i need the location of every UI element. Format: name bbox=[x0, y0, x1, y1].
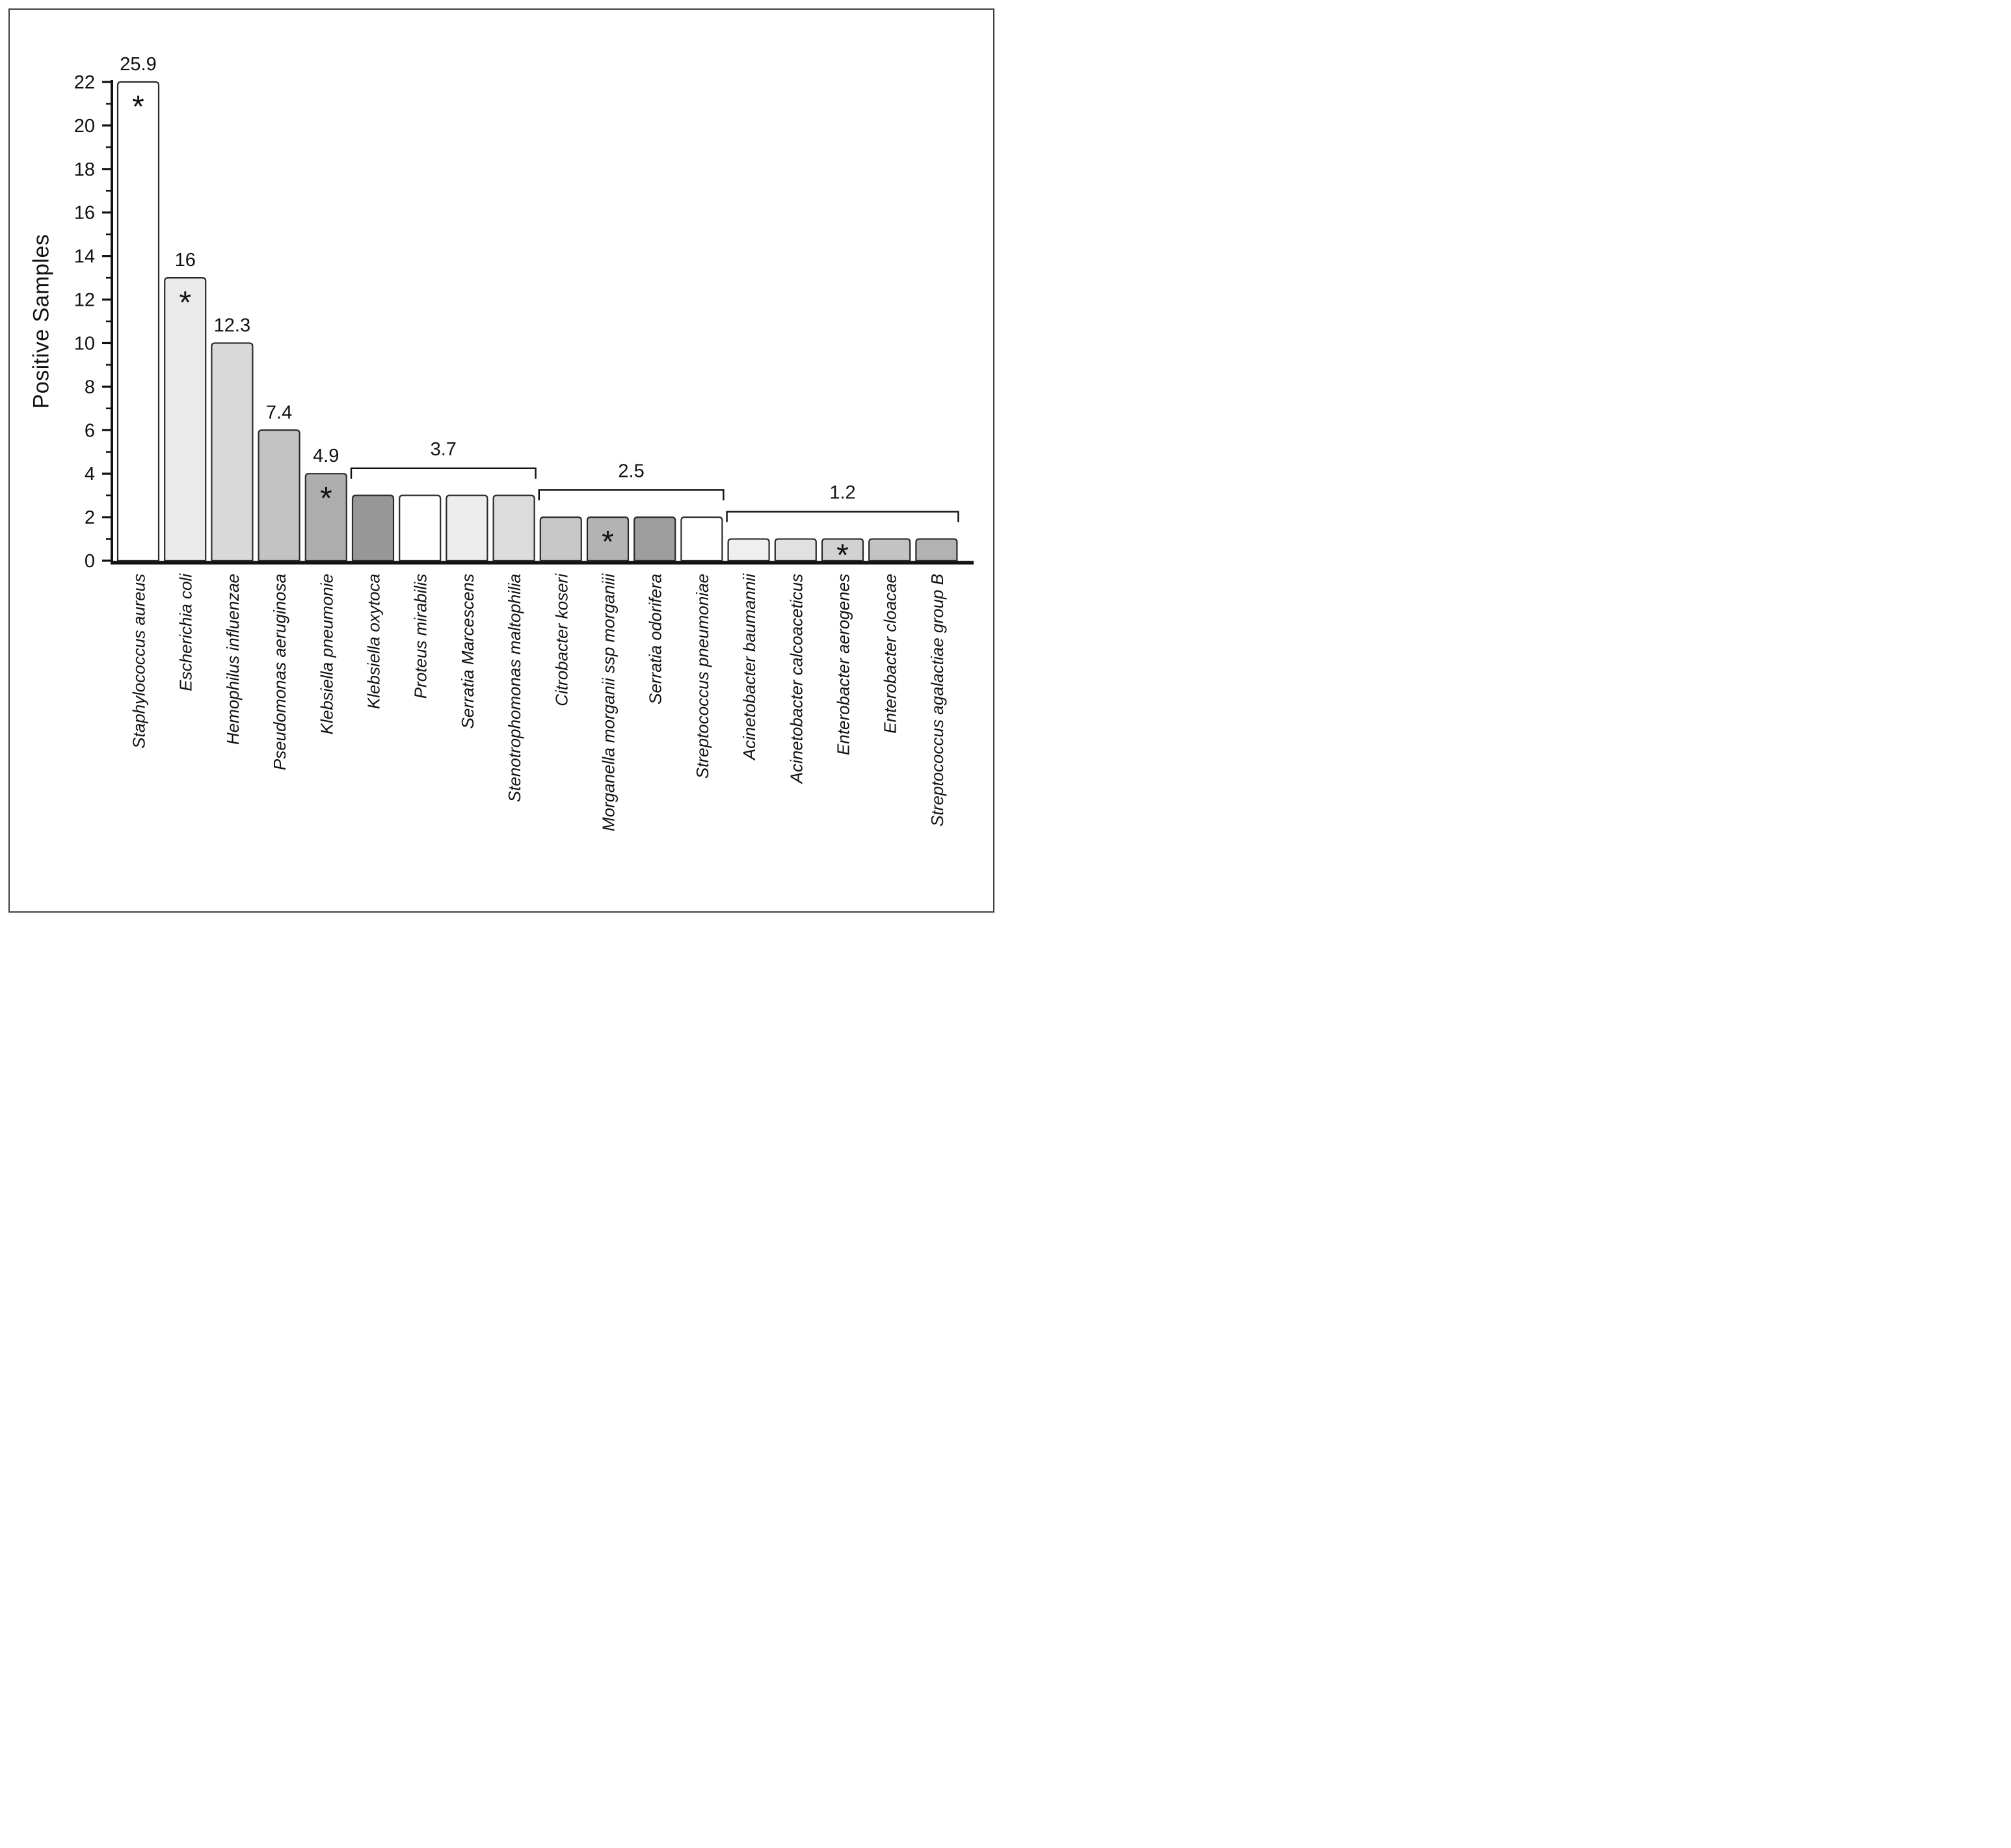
bar bbox=[116, 81, 160, 562]
figure-page: Positive Samples 0 2 4 6 8 10 12 14 16 18 20 22 Stap… bbox=[0, 0, 1006, 924]
y-tick-label: 12 bbox=[74, 290, 95, 311]
x-tick-label: Serratia Marcescens bbox=[458, 574, 477, 729]
bar bbox=[633, 516, 676, 562]
figure-border bbox=[8, 8, 994, 913]
bar bbox=[164, 276, 207, 562]
bar-value-label: 4.9 bbox=[313, 446, 339, 466]
y-tick-label: 8 bbox=[85, 377, 95, 397]
bracket-value-label: 3.7 bbox=[431, 439, 457, 460]
y-tick-label: 20 bbox=[74, 116, 95, 137]
y-tick-label: 16 bbox=[74, 203, 95, 224]
significance-asterisk: * bbox=[836, 538, 849, 572]
x-tick-label: Staphylococcus aureus bbox=[129, 574, 149, 749]
bar bbox=[868, 538, 911, 562]
x-tick-label: Proteus mirabilis bbox=[411, 574, 431, 699]
bar bbox=[727, 538, 770, 562]
group-bracket bbox=[726, 511, 959, 522]
bar bbox=[915, 538, 958, 562]
bracket-value-label: 1.2 bbox=[829, 483, 855, 503]
bar bbox=[821, 538, 864, 562]
bar bbox=[258, 429, 300, 562]
significance-asterisk: * bbox=[179, 286, 191, 320]
y-tick-label: 4 bbox=[85, 464, 95, 485]
x-tick-label: Enterobacter cloacae bbox=[881, 574, 900, 734]
y-tick-label: 2 bbox=[85, 507, 95, 528]
bar bbox=[774, 538, 817, 562]
x-tick-label: Klebsiella oxytoca bbox=[364, 574, 384, 709]
bar bbox=[586, 516, 630, 562]
bar bbox=[539, 516, 582, 562]
significance-asterisk: * bbox=[602, 525, 614, 559]
x-tick-label: Streptococcus agalactiae group B bbox=[927, 574, 947, 827]
x-tick-label: Citrobacter koseri bbox=[552, 573, 571, 706]
x-tick-label: Escherichia coli bbox=[176, 573, 196, 691]
significance-asterisk: * bbox=[132, 90, 144, 124]
bar bbox=[211, 342, 254, 562]
x-tick-label: Streptococcus pneumoniae bbox=[693, 574, 712, 779]
bar bbox=[680, 516, 723, 562]
significance-asterisk: * bbox=[320, 481, 332, 516]
x-tick-label: Morganella morganii ssp morganiii bbox=[599, 573, 619, 831]
x-tick-label: Acinetobacter baumannii bbox=[739, 573, 759, 761]
y-tick-label: 6 bbox=[85, 420, 95, 441]
x-tick-label: Stenotrophomonas maltophilia bbox=[505, 574, 524, 802]
x-tick-label: Pseudomonas aeruginosa bbox=[270, 574, 289, 770]
x-tick-label: Serratia odorifera bbox=[646, 574, 665, 704]
bar bbox=[492, 494, 535, 562]
x-tick-label: Hemophilus influenzae bbox=[223, 574, 243, 745]
bar bbox=[351, 494, 395, 562]
bar bbox=[446, 494, 488, 562]
group-bracket bbox=[538, 489, 725, 501]
positive-samples-bar-chart: 0 2 4 6 8 10 12 14 16 18 20 22 Staphylococcus aureus… bbox=[74, 54, 974, 831]
bracket-value-label: 2.5 bbox=[618, 461, 644, 481]
x-tick-label: Klebsiella pneumonie bbox=[317, 574, 336, 734]
bar-value-label: 25.9 bbox=[120, 54, 156, 75]
bar bbox=[399, 494, 442, 562]
x-tick-label: Acinetobacter calcoaceticus bbox=[786, 574, 806, 784]
y-tick-label: 0 bbox=[85, 551, 95, 572]
y-tick-label: 22 bbox=[74, 72, 95, 93]
bar-value-label: 12.3 bbox=[214, 315, 250, 336]
bar bbox=[304, 473, 347, 562]
bar-value-label: 7.4 bbox=[266, 402, 292, 423]
y-tick-label: 18 bbox=[74, 159, 95, 180]
y-tick-label: 14 bbox=[74, 247, 95, 267]
bar-value-label: 16 bbox=[175, 250, 196, 271]
y-tick-label: 10 bbox=[74, 333, 95, 354]
x-tick-label: Enterobacter aerogenes bbox=[834, 574, 853, 755]
group-bracket bbox=[350, 467, 537, 479]
